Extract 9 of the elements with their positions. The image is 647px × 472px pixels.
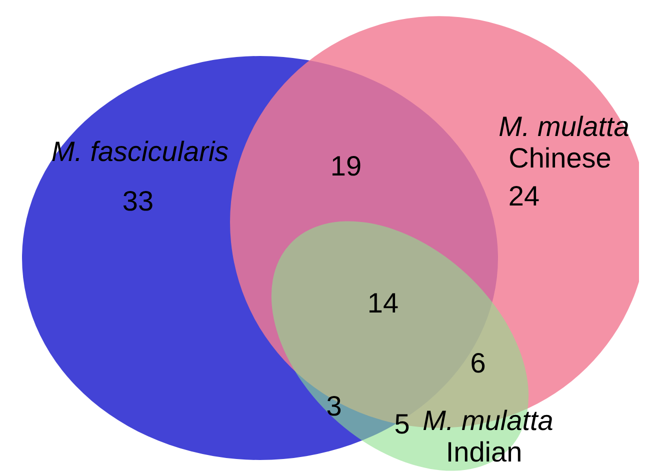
data-label: 14 [367,288,399,319]
data-label: 24 [508,180,540,212]
data-label: 33 [122,186,154,217]
data-label: 6 [470,348,486,379]
data-label: 3 [326,390,342,422]
data-label: 5 [394,408,410,440]
text: M. mulatta Chinese [498,110,630,174]
text: M. mulatta Indian [422,404,554,468]
data-label: 19 [330,150,362,182]
